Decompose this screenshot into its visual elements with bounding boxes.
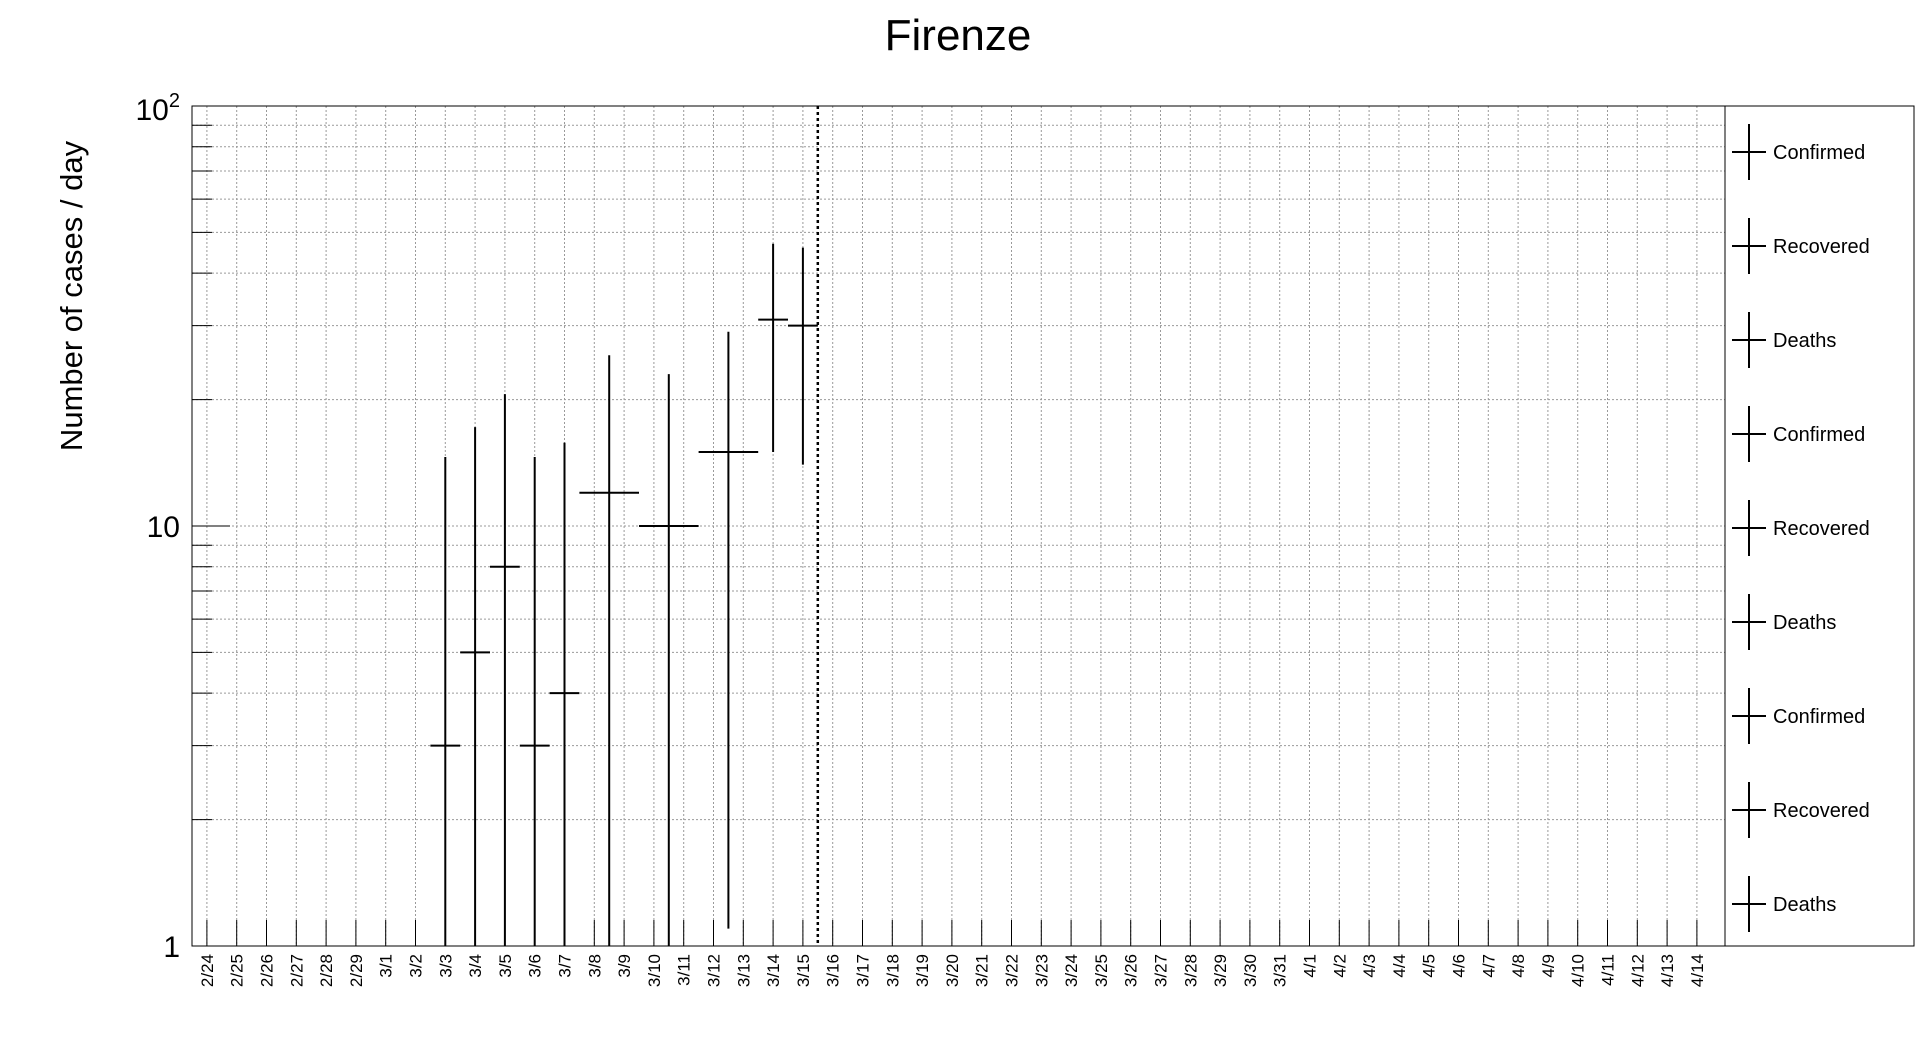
x-tick-label: 3/6 xyxy=(526,954,545,978)
data-point xyxy=(549,442,580,946)
legend-label: Deaths xyxy=(1773,330,1836,352)
legend-label: Recovered xyxy=(1773,236,1870,258)
x-tick-label: 4/3 xyxy=(1360,954,1379,978)
data-point xyxy=(788,247,818,465)
data-point xyxy=(430,456,461,946)
x-tick-label: 3/26 xyxy=(1122,954,1141,987)
data-point xyxy=(490,394,520,946)
x-tick-label: 2/28 xyxy=(317,954,336,987)
data-point xyxy=(460,427,490,946)
data-point xyxy=(579,355,639,946)
x-tick-label: 3/16 xyxy=(824,954,843,987)
x-tick-label: 4/10 xyxy=(1569,954,1588,987)
y-tick-label: 102 xyxy=(136,90,181,127)
x-tick-label: 3/24 xyxy=(1062,954,1081,987)
legend-label: Confirmed xyxy=(1773,142,1865,164)
x-tick-label: 3/12 xyxy=(705,954,724,987)
x-tick-label: 4/2 xyxy=(1330,954,1349,978)
x-tick-label: 3/17 xyxy=(854,954,873,987)
axis-ticks xyxy=(192,124,1698,946)
x-tick-label: 2/24 xyxy=(198,954,217,987)
legend-label: Confirmed xyxy=(1773,706,1865,728)
x-tick-label: 3/20 xyxy=(943,954,962,987)
x-tick-label: 4/12 xyxy=(1628,954,1647,987)
legend: Confirmed Recovered Deaths Confirmed Recover… xyxy=(1732,124,1870,932)
x-tick-label: 4/13 xyxy=(1658,954,1677,987)
data-point xyxy=(698,331,759,929)
x-tick-label: 4/14 xyxy=(1688,954,1707,987)
legend-item: Deaths xyxy=(1732,876,1836,932)
x-tick-label: 4/4 xyxy=(1390,954,1409,978)
x-tick-label: 4/8 xyxy=(1509,954,1528,978)
x-tick-label: 3/15 xyxy=(794,954,813,987)
legend-label: Recovered xyxy=(1773,800,1870,822)
x-tick-label: 3/13 xyxy=(734,954,753,987)
legend-item: Recovered xyxy=(1732,500,1870,556)
x-tick-label: 3/18 xyxy=(883,954,902,987)
x-tick-label: 3/28 xyxy=(1181,954,1200,987)
legend-label: Recovered xyxy=(1773,518,1870,540)
y-axis-label: Number of cases / day xyxy=(54,140,89,451)
y-tick-label: 1 xyxy=(163,931,180,964)
y-tick-label: 10 xyxy=(147,511,180,544)
x-tick-label: 3/29 xyxy=(1211,954,1230,987)
x-tick-label: 3/1 xyxy=(377,954,396,978)
x-tick-label: 3/31 xyxy=(1271,954,1290,987)
x-tick-label: 3/14 xyxy=(764,954,783,987)
x-tick-label: 3/10 xyxy=(645,954,664,987)
x-tick-label: 3/7 xyxy=(556,954,575,978)
legend-label: Deaths xyxy=(1773,894,1836,916)
x-tick-label: 4/11 xyxy=(1599,954,1618,986)
chart-title: Firenze xyxy=(885,11,1032,60)
grid-lines xyxy=(192,106,1725,946)
x-tick-label: 3/9 xyxy=(615,954,634,978)
x-tick-label: 3/8 xyxy=(585,954,604,978)
x-tick-label: 3/22 xyxy=(1003,954,1022,987)
x-tick-label: 3/3 xyxy=(436,954,455,978)
x-tick-labels: 2/24 2/25 2/26 2/27 2/28 2/29 3/1 3/2 3/3 3/4 3/5 3… xyxy=(198,954,1707,987)
legend-item: Deaths xyxy=(1732,594,1836,650)
x-tick-label: 2/27 xyxy=(287,954,306,987)
data-point xyxy=(758,243,788,453)
x-tick-label: 4/6 xyxy=(1450,954,1469,978)
data-points xyxy=(430,243,818,946)
legend-item: Recovered xyxy=(1732,782,1870,838)
y-tick-labels: 1 10 102 xyxy=(136,90,181,964)
x-tick-label: 4/5 xyxy=(1420,954,1439,978)
data-point xyxy=(519,456,550,946)
legend-label: Deaths xyxy=(1773,612,1836,634)
x-tick-label: 3/30 xyxy=(1241,954,1260,987)
legend-item: Deaths xyxy=(1732,312,1836,368)
x-tick-label: 3/2 xyxy=(407,954,426,978)
x-tick-label: 3/21 xyxy=(973,954,992,987)
x-tick-label: 4/7 xyxy=(1479,954,1498,978)
legend-item: Recovered xyxy=(1732,218,1870,274)
legend-item: Confirmed xyxy=(1732,688,1865,744)
x-tick-label: 3/4 xyxy=(466,954,485,978)
x-tick-label: 3/5 xyxy=(496,954,515,978)
x-tick-label: 3/27 xyxy=(1152,954,1171,987)
x-tick-label: 2/29 xyxy=(347,954,366,987)
x-tick-label: 3/25 xyxy=(1092,954,1111,987)
legend-label: Confirmed xyxy=(1773,424,1865,446)
x-tick-label: 4/9 xyxy=(1539,954,1558,978)
x-tick-label: 3/23 xyxy=(1032,954,1051,987)
x-tick-label: 3/19 xyxy=(913,954,932,987)
data-point xyxy=(639,374,699,946)
legend-item: Confirmed xyxy=(1732,406,1865,462)
legend-item: Confirmed xyxy=(1732,124,1865,180)
x-tick-label: 2/26 xyxy=(258,954,277,987)
x-tick-label: 2/25 xyxy=(228,954,247,987)
x-tick-label: 4/1 xyxy=(1301,954,1320,978)
x-tick-label: 3/11 xyxy=(675,954,694,986)
